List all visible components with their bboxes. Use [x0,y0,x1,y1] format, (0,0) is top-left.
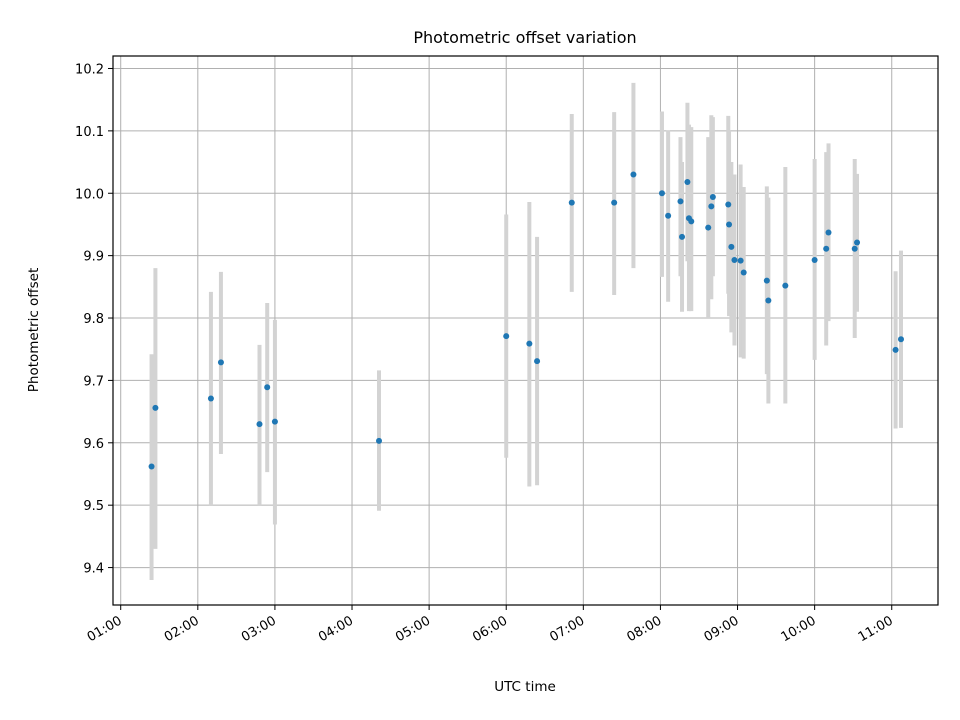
data-point [611,199,618,206]
data-point [217,359,224,366]
y-tick-label: 9.9 [83,250,104,265]
data-point [731,257,738,264]
data-point [264,384,271,391]
data-point [684,179,691,186]
data-point [526,340,533,347]
plot-frame [112,55,939,606]
data-point [688,218,695,225]
data-point [705,224,712,231]
data-point [677,198,684,205]
y-tick-label: 9.4 [83,562,104,577]
data-point [665,212,672,219]
y-tick-label: 10.0 [75,187,104,202]
data-point [763,277,770,284]
data-point [726,221,733,228]
data-point [503,333,510,340]
data-point [737,257,744,264]
data-point [782,282,789,289]
y-tick-label: 9.6 [83,437,104,452]
data-point [271,418,278,425]
y-axis-label: Photometric offset [26,268,42,392]
data-points [148,171,904,470]
data-point [897,336,904,343]
grid-lines [113,56,938,605]
data-point [658,190,665,197]
data-point [207,395,214,402]
data-point [679,233,686,240]
data-point [825,229,832,236]
y-axis-ticks: 9.4 9.5 9.6 9.7 9.8 9.9 10.0 10.1 10.2 [75,62,113,577]
data-point [811,257,818,264]
data-point [708,203,715,210]
data-point [725,201,732,208]
data-point [892,346,899,353]
data-point [256,421,263,428]
data-point [376,437,383,444]
data-point [148,463,155,470]
x-axis-label: UTC time [494,679,556,695]
data-point [765,297,772,304]
data-point [851,245,858,252]
data-point [709,193,716,200]
data-point [728,243,735,250]
y-tick-label: 10.2 [75,62,104,77]
y-tick-label: 9.5 [83,499,104,514]
y-tick-label: 9.8 [83,312,104,327]
data-point [823,245,830,252]
data-point [630,171,637,178]
chart-title: Photometric offset variation [413,28,636,47]
y-tick-label: 10.1 [75,125,104,140]
data-point [854,239,861,246]
data-point [740,269,747,276]
data-point [534,358,541,365]
data-point [568,199,575,206]
y-tick-label: 9.7 [83,374,104,389]
data-point [152,404,159,411]
